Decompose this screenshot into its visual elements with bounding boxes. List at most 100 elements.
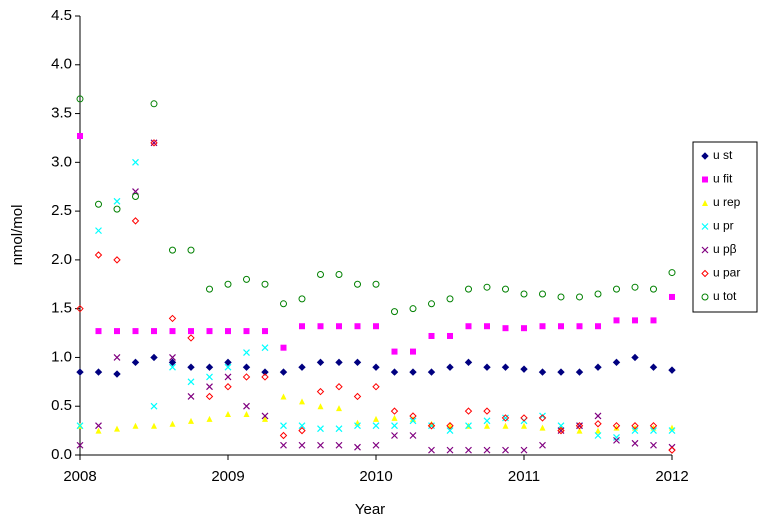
data-point xyxy=(279,431,288,440)
data-point xyxy=(76,422,84,430)
data-point xyxy=(521,422,527,429)
data-point xyxy=(594,363,602,371)
legend-label: u rep xyxy=(713,195,741,209)
data-point xyxy=(95,227,102,235)
y-tick-label: 1.0 xyxy=(51,348,72,365)
data-point xyxy=(335,271,343,279)
data-point xyxy=(447,332,453,339)
legend-marker xyxy=(701,223,709,230)
x-tick-label: 2012 xyxy=(655,468,688,485)
data-point xyxy=(501,363,510,371)
legend-marker xyxy=(702,176,708,183)
data-point xyxy=(576,422,583,430)
data-point xyxy=(94,368,103,376)
data-point xyxy=(446,422,454,430)
data-point xyxy=(668,427,676,435)
data-point xyxy=(484,323,490,330)
data-point xyxy=(502,325,509,332)
data-point xyxy=(502,446,509,454)
data-point xyxy=(539,441,546,449)
data-point xyxy=(317,271,324,279)
data-point xyxy=(95,427,102,434)
data-point xyxy=(649,363,658,371)
data-point xyxy=(483,446,491,454)
data-point xyxy=(298,295,306,303)
legend-label: u fit xyxy=(713,172,733,186)
data-point xyxy=(280,300,287,308)
data-point xyxy=(317,323,324,330)
data-point xyxy=(594,290,602,298)
data-point xyxy=(317,403,324,410)
data-point xyxy=(187,334,195,342)
x-axis-label: Year xyxy=(355,501,385,518)
data-point xyxy=(631,439,639,447)
data-point xyxy=(539,290,546,298)
data-point xyxy=(373,323,379,330)
data-point xyxy=(242,363,251,371)
data-point xyxy=(132,188,139,196)
data-point xyxy=(409,412,417,420)
data-point xyxy=(409,432,417,439)
data-point xyxy=(390,407,399,415)
data-point xyxy=(298,422,306,430)
data-point xyxy=(188,328,194,335)
data-point xyxy=(595,427,601,434)
data-point xyxy=(520,290,528,298)
data-point xyxy=(95,200,102,208)
data-point xyxy=(502,422,509,429)
data-point xyxy=(77,132,83,139)
data-point xyxy=(151,328,157,335)
data-point xyxy=(409,305,417,313)
data-point xyxy=(539,323,546,330)
data-point xyxy=(632,317,638,324)
data-point xyxy=(335,425,343,433)
data-point xyxy=(521,325,527,332)
data-point xyxy=(631,283,639,291)
legend-marker xyxy=(702,200,708,206)
data-point xyxy=(113,197,121,205)
data-point xyxy=(520,446,528,454)
data-point xyxy=(298,426,306,435)
data-point xyxy=(261,368,269,376)
data-point xyxy=(242,373,251,381)
data-point xyxy=(335,383,343,391)
data-point xyxy=(391,422,398,430)
data-point xyxy=(206,373,213,381)
data-point xyxy=(502,414,509,422)
y-tick-label: 3.0 xyxy=(51,153,72,170)
data-point xyxy=(465,285,472,293)
data-point xyxy=(465,422,472,430)
data-point xyxy=(631,422,639,430)
data-point xyxy=(538,414,547,422)
data-point xyxy=(132,328,139,335)
data-point xyxy=(205,392,214,401)
data-point xyxy=(594,432,602,439)
data-point xyxy=(539,412,546,420)
data-point xyxy=(594,420,602,428)
y-tick-label: 0.0 xyxy=(51,446,72,463)
data-point xyxy=(262,415,268,422)
data-point xyxy=(595,323,601,330)
data-point xyxy=(169,246,176,254)
data-point xyxy=(409,417,417,425)
data-point xyxy=(150,139,158,147)
legend-label: u tot xyxy=(713,289,737,303)
legend-marker xyxy=(701,293,709,301)
data-point xyxy=(205,363,214,371)
data-point xyxy=(668,269,676,277)
data-point xyxy=(280,441,287,449)
data-point xyxy=(502,285,509,293)
data-point xyxy=(668,366,676,374)
legend-label: u pβ xyxy=(713,242,737,256)
data-point xyxy=(353,358,362,367)
data-point xyxy=(373,415,379,422)
data-point xyxy=(557,368,565,376)
y-tick-label: 0.5 xyxy=(51,397,72,414)
data-point xyxy=(169,328,176,335)
data-point xyxy=(225,411,231,418)
data-point xyxy=(613,317,620,324)
data-point xyxy=(631,427,639,435)
data-point xyxy=(391,432,398,439)
data-point xyxy=(669,293,675,300)
data-point xyxy=(372,280,380,288)
